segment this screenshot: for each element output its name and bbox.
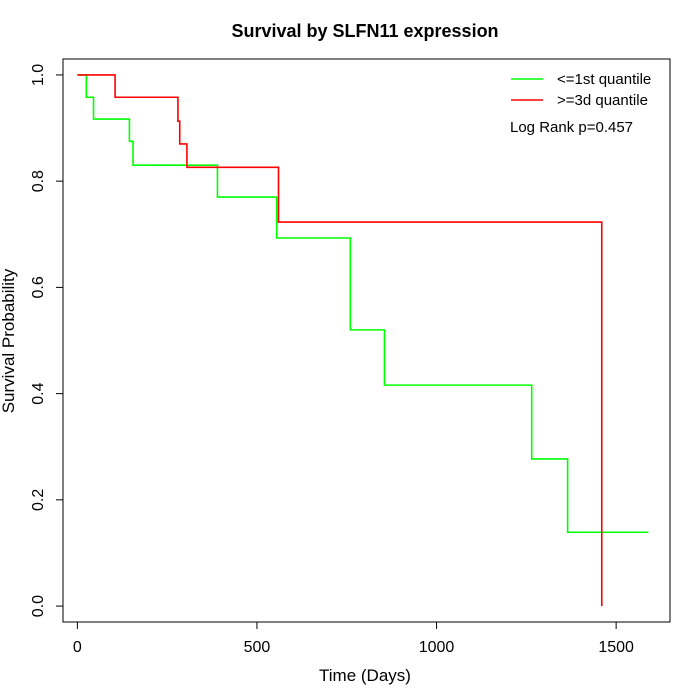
series-layer xyxy=(77,74,649,607)
series-line-high xyxy=(77,74,603,607)
y-tick-label: 0.2 xyxy=(30,489,47,511)
y-axis: 0.0 0.2 0.4 0.6 0.8 1.0 xyxy=(30,64,64,617)
x-axis-label: Time (Days) xyxy=(319,666,411,685)
legend-label-high: >=3d quantile xyxy=(557,92,648,109)
chart-title: Survival by SLFN11 expression xyxy=(231,21,498,41)
y-tick-label: 0.6 xyxy=(30,276,47,298)
y-tick-label: 0.8 xyxy=(30,170,47,192)
x-tick-label: 1500 xyxy=(598,639,634,656)
legend: <=1st quantile >=3d quantile Log Rank p=… xyxy=(510,71,651,136)
x-tick-label: 1000 xyxy=(419,639,455,656)
x-tick-label: 500 xyxy=(244,639,271,656)
y-tick-label: 1.0 xyxy=(30,64,47,86)
log-rank-annotation: Log Rank p=0.457 xyxy=(510,119,633,136)
series-line-low xyxy=(77,74,649,534)
y-axis-label: Survival Probability xyxy=(0,268,18,413)
x-tick-label: 0 xyxy=(73,639,82,656)
y-tick-label: 0.4 xyxy=(30,382,47,404)
legend-label-low: <=1st quantile xyxy=(557,71,651,88)
y-tick-label: 0.0 xyxy=(30,595,47,617)
plot-frame xyxy=(62,58,671,623)
x-axis: 0 500 1000 1500 xyxy=(73,621,634,656)
